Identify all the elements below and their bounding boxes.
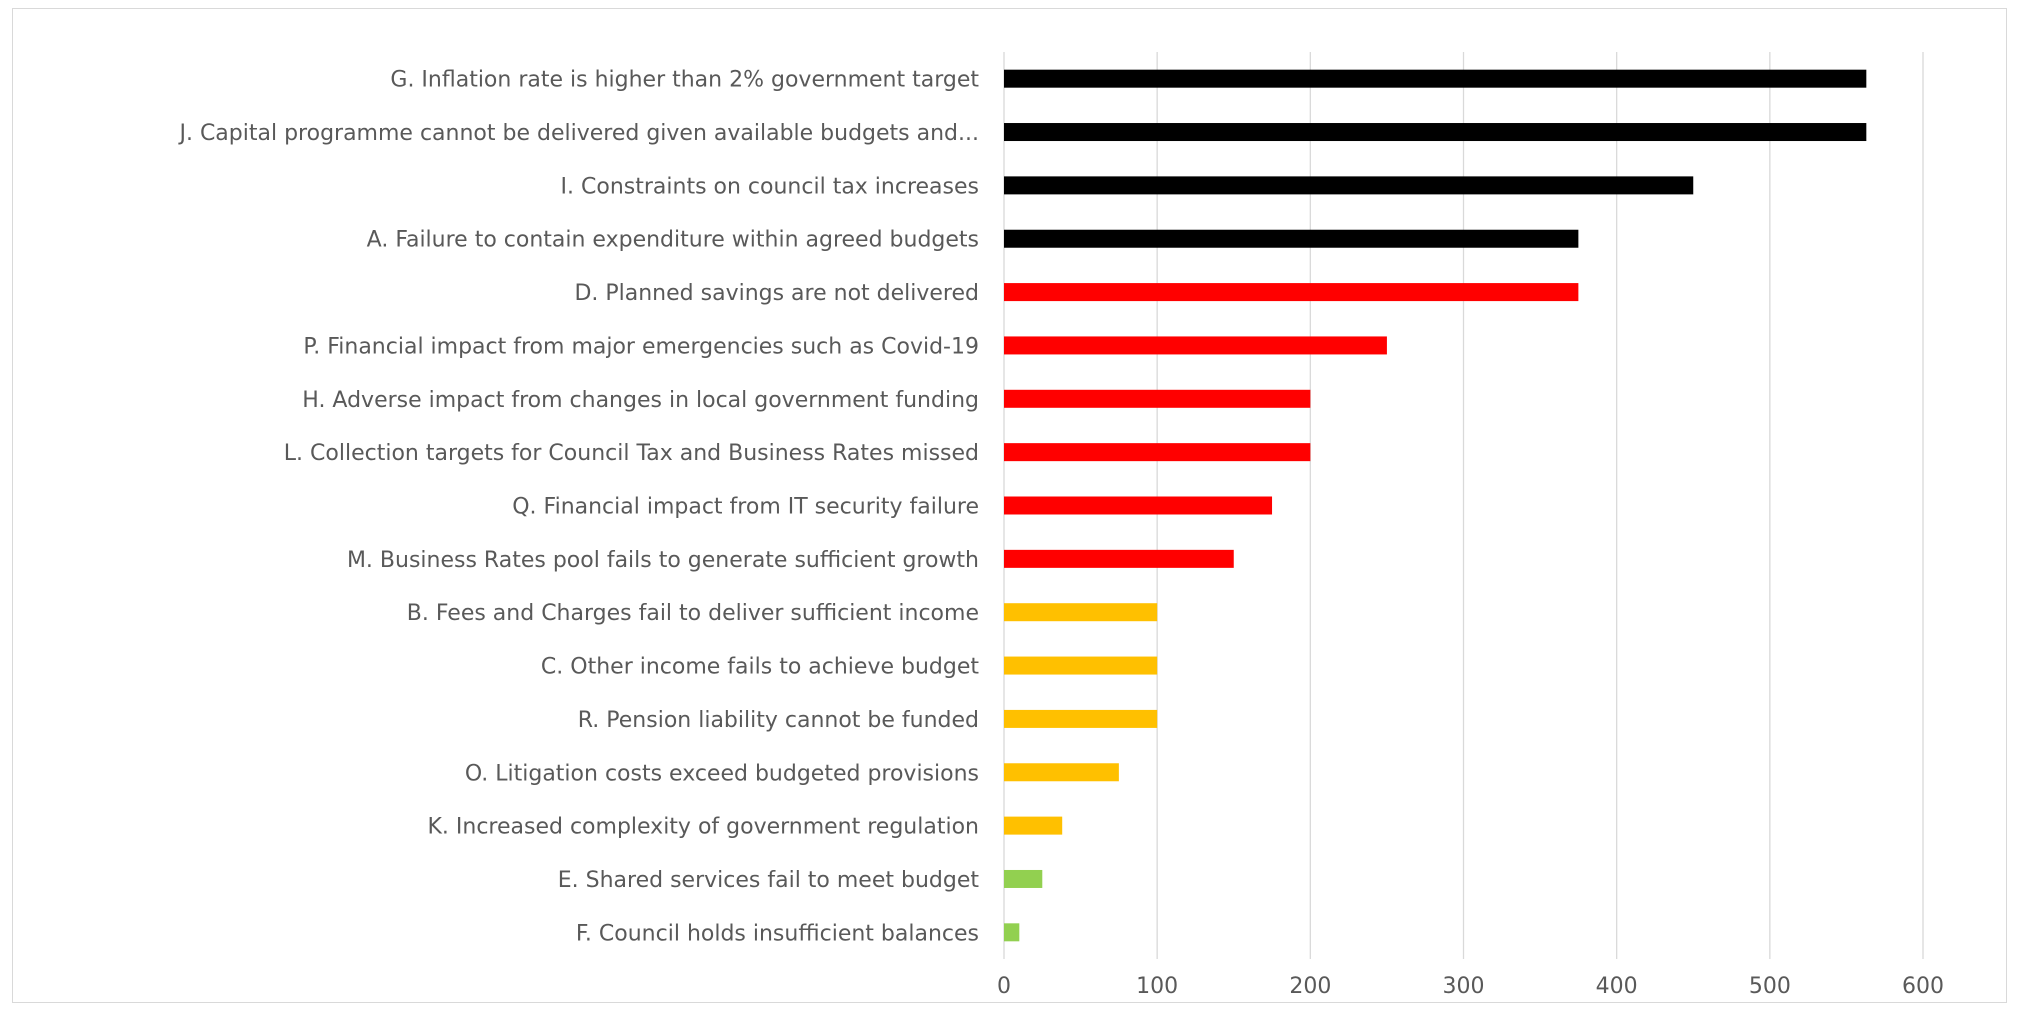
category-label: R. Pension liability cannot be funded: [578, 708, 979, 733]
bar: [1004, 336, 1387, 355]
bar: [1004, 69, 1867, 88]
category-label: B. Fees and Charges fail to deliver suff…: [407, 601, 979, 626]
x-tick-label: 200: [1289, 974, 1331, 999]
category-label: M. Business Rates pool fails to generate…: [347, 548, 979, 573]
bar: [1004, 123, 1867, 142]
x-tick-label: 300: [1443, 974, 1485, 999]
bar: [1004, 763, 1119, 782]
category-label: P. Financial impact from major emergenci…: [303, 334, 979, 359]
x-tick-label: 100: [1136, 974, 1178, 999]
x-tick-label: 500: [1749, 974, 1791, 999]
bars: [1004, 69, 1867, 942]
category-label: J. Capital programme cannot be delivered…: [177, 121, 979, 146]
category-label: G. Inflation rate is higher than 2% gove…: [390, 68, 979, 93]
category-label: K. Increased complexity of government re…: [427, 815, 979, 840]
category-labels: G. Inflation rate is higher than 2% gove…: [177, 68, 979, 947]
bar: [1004, 443, 1311, 462]
category-label: H. Adverse impact from changes in local …: [302, 388, 979, 413]
x-tick-label: 0: [997, 974, 1011, 999]
bar: [1004, 389, 1311, 408]
category-label: F. Council holds insufficient balances: [576, 921, 979, 946]
bar: [1004, 229, 1579, 248]
bar: [1004, 176, 1694, 195]
bar: [1004, 549, 1234, 568]
category-label: A. Failure to contain expenditure within…: [367, 228, 979, 253]
category-label: I. Constraints on council tax increases: [561, 174, 979, 199]
x-tick-label: 400: [1596, 974, 1638, 999]
bar: [1004, 656, 1158, 675]
gridlines: [1003, 52, 1924, 959]
x-axis-tick-labels: 0 100 200 300 400 500 600: [997, 974, 1944, 999]
bar-chart: G. Inflation rate is higher than 2% gove…: [177, 52, 1944, 999]
category-label: O. Litigation costs exceed budgeted prov…: [465, 761, 979, 786]
bar: [1004, 283, 1579, 302]
bar: [1004, 816, 1063, 835]
category-label: E. Shared services fail to meet budget: [558, 868, 980, 893]
category-label: D. Planned savings are not delivered: [574, 281, 979, 306]
chart-frame: G. Inflation rate is higher than 2% gove…: [12, 8, 2007, 1003]
category-label: Q. Financial impact from IT security fai…: [512, 495, 979, 520]
bar: [1004, 496, 1273, 515]
bar: [1004, 603, 1158, 622]
x-tick-label: 600: [1902, 974, 1944, 999]
bar: [1004, 709, 1158, 728]
category-label: L. Collection targets for Council Tax an…: [284, 441, 979, 466]
bar: [1004, 869, 1043, 888]
bar: [1004, 923, 1020, 942]
category-label: C. Other income fails to achieve budget: [541, 655, 979, 680]
